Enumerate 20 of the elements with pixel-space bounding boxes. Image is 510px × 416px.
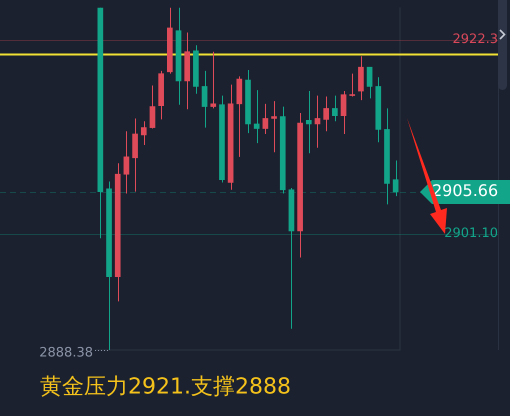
candlestick [262, 103, 268, 134]
candlestick [366, 66, 372, 99]
candlestick [202, 70, 208, 128]
candlestick [271, 100, 277, 153]
candlestick [150, 85, 156, 130]
candlestick [306, 90, 312, 154]
candlestick [210, 51, 216, 109]
candlestick [392, 160, 398, 197]
candlestick [254, 90, 260, 144]
candlestick [124, 130, 130, 194]
text: 2888.38 [39, 345, 93, 360]
y-tick-label: 2922.3 [452, 32, 498, 48]
ref-line-label: 2905.66 [432, 181, 498, 200]
text: 黄金压力2921.支撑2888 [40, 374, 291, 400]
y-tick-label: 2901.10 [444, 226, 498, 242]
candlestick [332, 95, 338, 122]
candlestick [314, 95, 320, 148]
candlestick [140, 120, 147, 146]
candlestick [340, 90, 346, 134]
candlestick [323, 96, 329, 132]
